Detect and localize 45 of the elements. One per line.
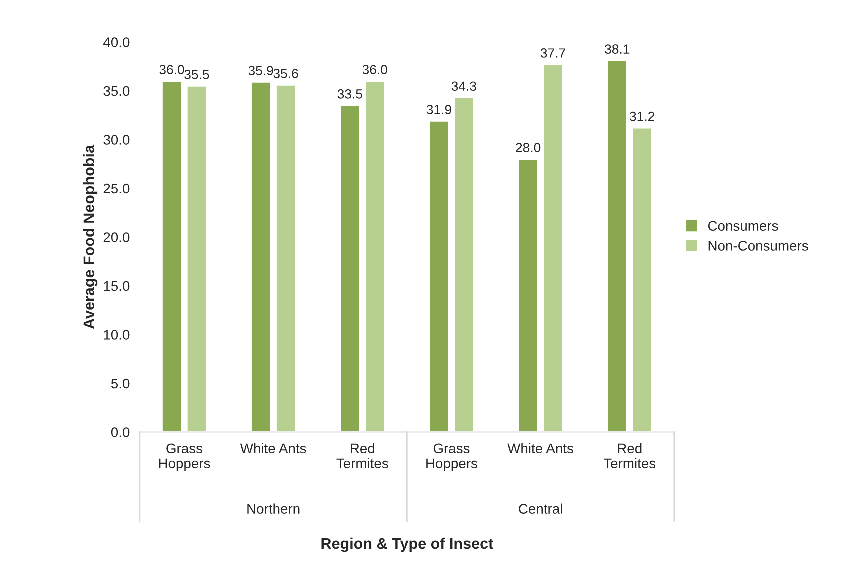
bar <box>454 97 475 432</box>
bar <box>542 64 564 432</box>
bar <box>250 82 272 432</box>
y-axis-title: Average Food Neophobia <box>83 144 98 330</box>
text: Central <box>519 504 562 514</box>
y-tick-label: 15.0 <box>104 281 130 292</box>
bar <box>186 85 208 432</box>
data-label: 35.6 <box>274 69 298 78</box>
y-tick-label: 20.0 <box>104 232 130 242</box>
data-label: 36.0 <box>160 65 184 74</box>
x-tick-label: White Ants <box>240 443 306 454</box>
data-label: 34.3 <box>452 82 476 92</box>
text: Northern <box>248 504 300 514</box>
y-tick-label: 10.0 <box>104 330 130 340</box>
bar <box>276 84 297 432</box>
x-tick-label: Grass Hoppers <box>426 444 478 472</box>
bar <box>518 158 539 432</box>
x-tick-label: Red Termites <box>604 443 656 469</box>
data-label: 28.0 <box>516 143 541 152</box>
data-label: 35.9 <box>248 66 274 76</box>
x-tick-label: White Ants <box>508 443 574 454</box>
data-label: 31.9 <box>426 105 452 114</box>
y-tick-label: 40.0 <box>104 38 130 48</box>
data-label: 35.5 <box>184 70 210 80</box>
data-label: 37.7 <box>540 48 566 58</box>
data-label: 38.1 <box>605 44 630 54</box>
bar <box>632 127 653 432</box>
y-tick-label: 35.0 <box>104 86 130 96</box>
bar <box>162 80 182 432</box>
y-tick-label: 0.0 <box>111 428 130 438</box>
x-tick-label: Red Termites <box>336 443 388 469</box>
y-tick-label: 30.0 <box>104 135 130 145</box>
bar <box>340 104 361 432</box>
y-tick-label: 25.0 <box>104 184 130 194</box>
bar <box>428 120 450 432</box>
data-label: 36.0 <box>362 65 388 74</box>
data-label: 31.2 <box>630 112 655 122</box>
x-tick-label: Grass Hoppers <box>159 444 210 472</box>
legend-label: Consumers <box>708 221 778 232</box>
bar <box>606 60 628 432</box>
y-tick-label: 5.0 <box>111 378 130 389</box>
bar <box>364 80 386 432</box>
legend-label: Non-Consumers <box>708 241 808 251</box>
x-axis-title: Region & Type of Insect <box>322 538 494 552</box>
data-label: 33.5 <box>338 90 362 99</box>
